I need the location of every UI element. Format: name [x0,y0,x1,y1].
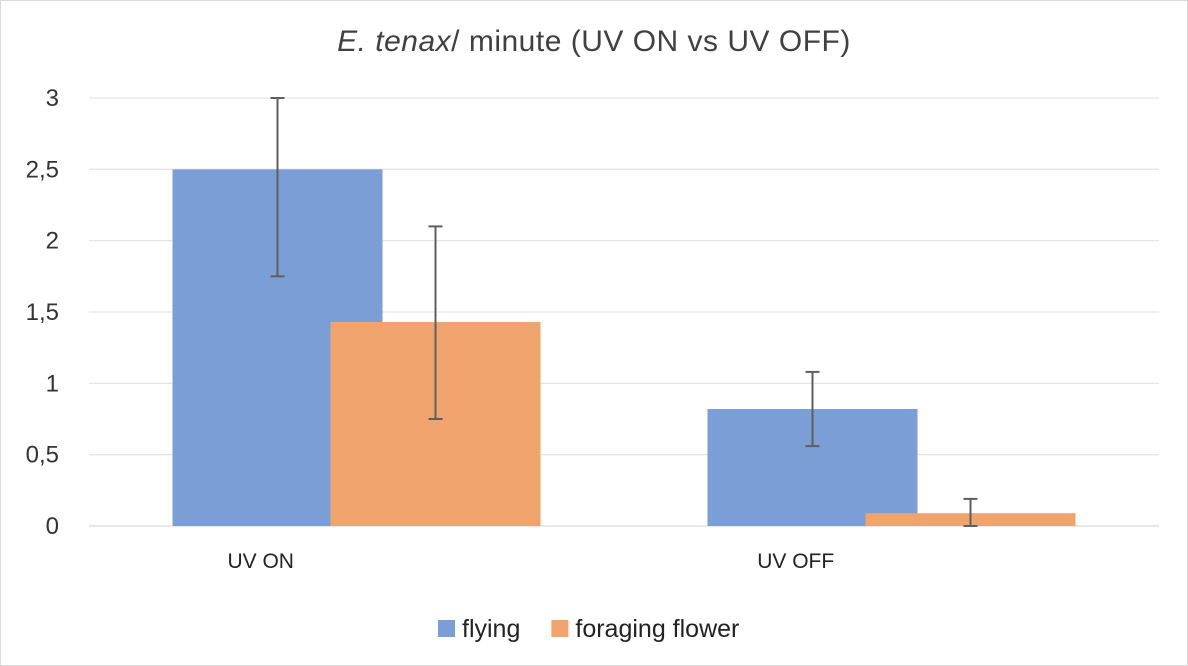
error-bar [805,370,820,448]
chart-title-rest: / minute (UV ON vs UV OFF) [451,25,851,58]
legend-label: flying [462,615,520,643]
legend-swatch [551,620,569,637]
y-tick-label: 2 [46,228,59,255]
legend: flying foraging flower [438,615,739,643]
y-tick-label: 1,5 [26,299,59,326]
legend-item: foraging flower [551,615,739,643]
error-bar [428,225,443,420]
chart-title-italic: E. tenax [337,25,452,58]
y-tick-label: 2,5 [26,156,59,183]
error-bars [270,97,978,527]
y-tick-label: 0 [46,513,59,540]
y-tick-label: 1 [46,370,59,397]
x-category-label: UV ON [227,550,294,573]
legend-swatch [438,620,455,637]
chart-title: E. tenax/ minute (UV ON vs UV OFF) [337,25,851,58]
y-tick-label: 0,5 [26,442,59,469]
legend-item: flying [438,615,520,643]
x-axis-categories: UV ON UV OFF [227,550,834,573]
x-category-label: UV OFF [757,550,834,573]
y-tick-label: 3 [46,85,59,112]
legend-label: foraging flower [575,615,739,643]
error-bar [963,497,978,527]
bars [172,169,1076,527]
error-bar [270,97,285,278]
y-axis-ticks: 0 0,5 1 1,5 2 2,5 3 [26,85,59,540]
